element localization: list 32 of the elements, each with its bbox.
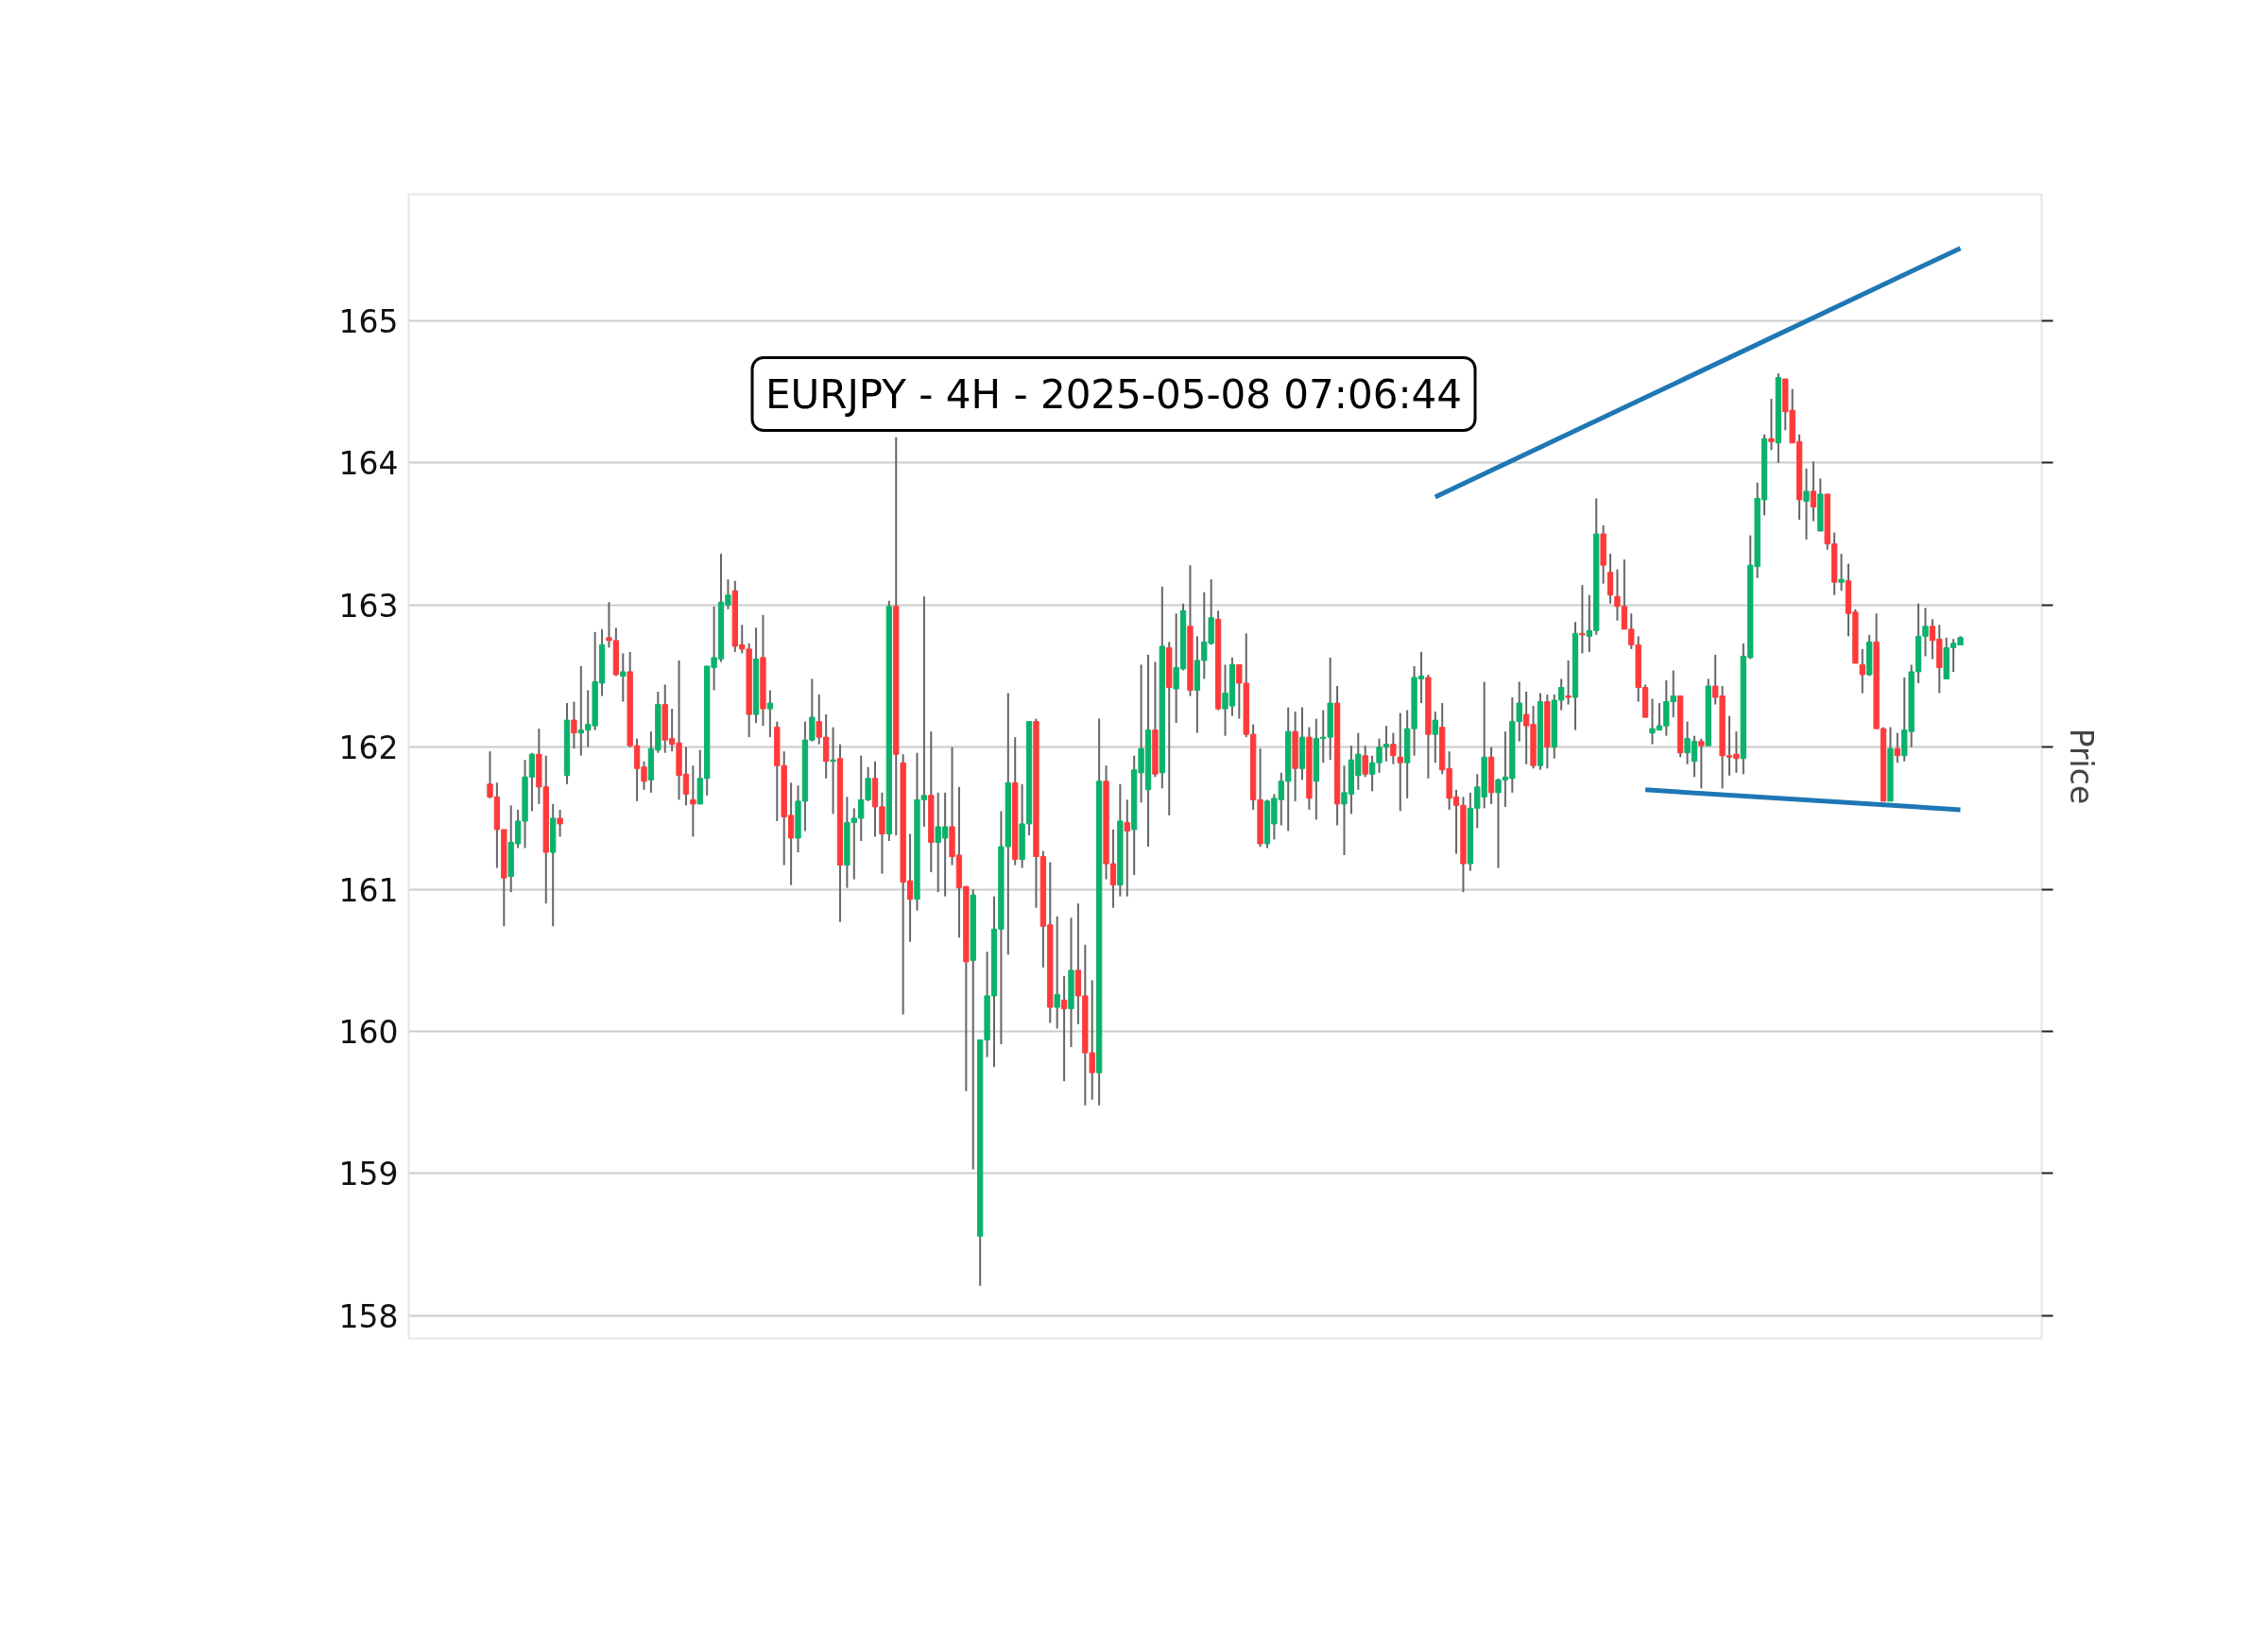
candlestick [1432,711,1438,764]
candlestick [1810,460,1817,523]
candlestick [1362,745,1368,779]
candlestick [1397,712,1403,813]
candlestick [1698,737,1705,790]
y-tick-label: 164 [338,445,399,483]
y-axis-title: Price [2062,728,2100,805]
y-tick-label: 160 [338,1014,399,1052]
candlestick [1838,553,1845,592]
candlestick [1859,647,1865,695]
candlestick [830,726,836,815]
y-tick-label: 158 [338,1297,399,1335]
candlestick [1803,467,1810,541]
candlestick [1565,659,1572,706]
candlestick [1124,798,1130,898]
y-tick-label: 162 [338,729,399,767]
candlestick [1054,915,1060,1030]
candlestick [620,652,627,703]
y-tick-label: 165 [338,302,399,340]
candlestick [571,700,577,750]
candlestick [1060,974,1068,1083]
y-tick-label: 161 [338,871,399,909]
candlestick [1390,731,1397,765]
y-tick-label: 159 [338,1156,399,1193]
candlestick [557,808,563,838]
candlestick [1894,731,1900,764]
candlestick [1579,584,1586,655]
candlestick [1768,398,1775,452]
candlestick [690,764,696,838]
text: EURJPY - 4H - 2025-05-08 07:06:44 [765,370,1463,418]
candlestick [766,689,774,739]
y-tick-label: 163 [338,587,399,625]
